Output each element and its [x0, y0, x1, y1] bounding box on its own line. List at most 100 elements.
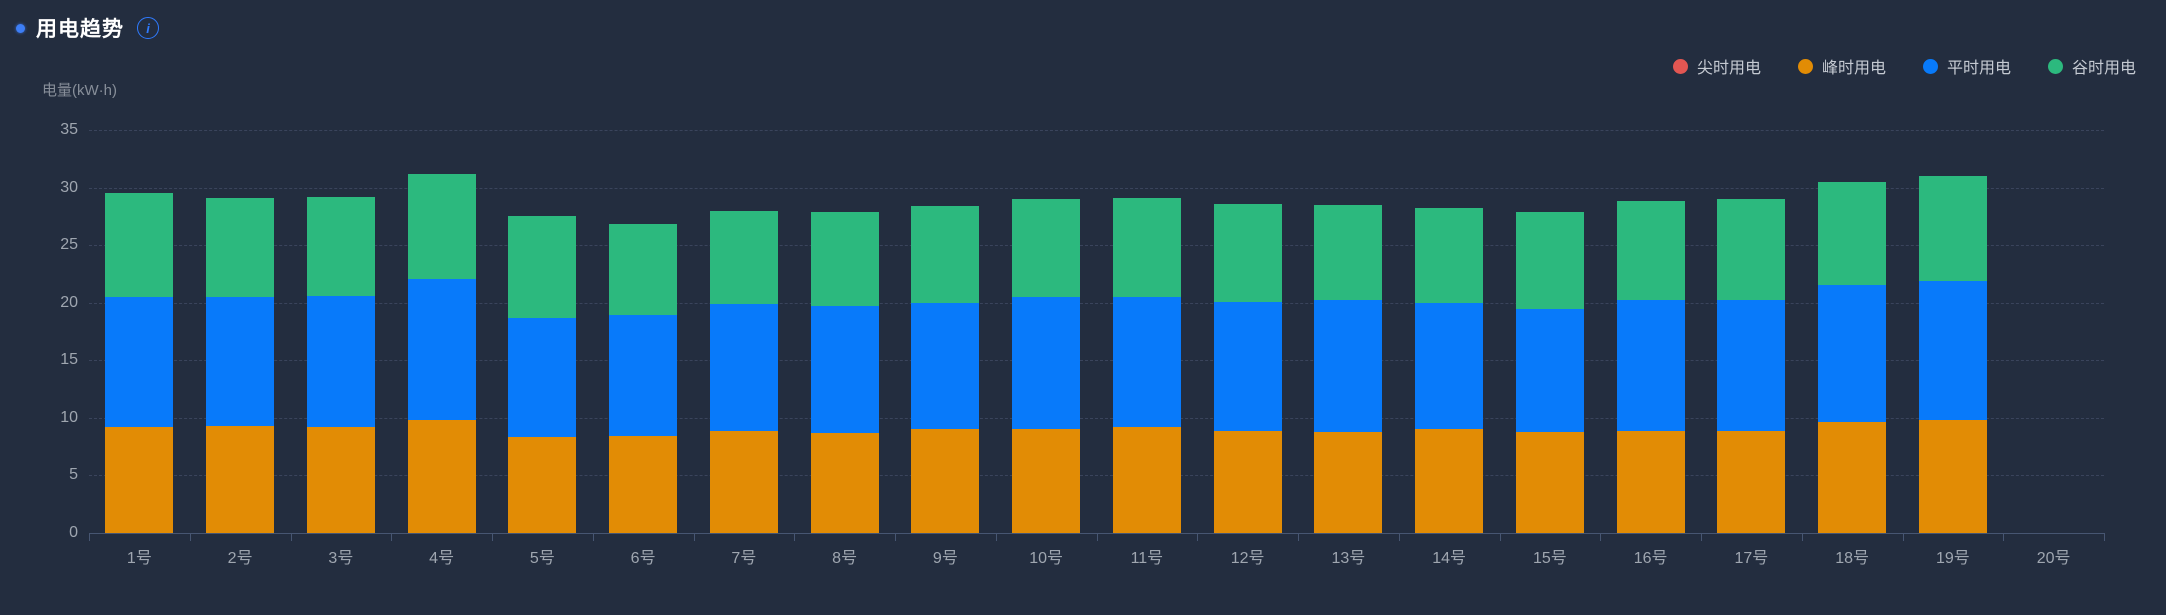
- bar-segment-谷时用电-1号[interactable]: [105, 193, 174, 297]
- bar-segment-谷时用电-14号[interactable]: [1415, 208, 1484, 303]
- bar-segment-谷时用电-16号[interactable]: [1616, 201, 1685, 301]
- bar-segment-平时用电-5号[interactable]: [508, 317, 577, 438]
- bar-segment-谷时用电-12号[interactable]: [1213, 203, 1282, 302]
- bar-stack-15号[interactable]: [1515, 211, 1584, 533]
- bar-segment-平时用电-15号[interactable]: [1515, 308, 1584, 432]
- bar-segment-平时用电-10号[interactable]: [1012, 296, 1081, 430]
- bar-segment-谷时用电-9号[interactable]: [911, 206, 980, 303]
- x-axis-tick: [1499, 533, 1501, 541]
- bar-segment-峰时用电-5号[interactable]: [508, 437, 577, 533]
- legend-label: 尖时用电: [1696, 60, 1761, 77]
- bar-segment-平时用电-13号[interactable]: [1314, 300, 1383, 432]
- bar-stack-9号[interactable]: [911, 206, 980, 533]
- x-axis-tick: [1600, 533, 1602, 541]
- bar-segment-谷时用电-10号[interactable]: [1012, 199, 1081, 297]
- bar-segment-平时用电-14号[interactable]: [1415, 302, 1484, 430]
- bar-segment-峰时用电-13号[interactable]: [1314, 431, 1383, 533]
- bar-segment-谷时用电-15号[interactable]: [1515, 211, 1584, 309]
- chart-header: 用电趋势 i: [16, 13, 159, 43]
- bar-segment-峰时用电-1号[interactable]: [105, 427, 174, 533]
- bar-stack-12号[interactable]: [1213, 203, 1282, 533]
- legend-item-峰时用电[interactable]: 峰时用电: [1797, 54, 1886, 78]
- bar-stack-3号[interactable]: [306, 196, 375, 533]
- bar-segment-峰时用电-10号[interactable]: [1012, 429, 1081, 533]
- x-tick-label-9号: 9号: [932, 550, 958, 567]
- bar-segment-峰时用电-2号[interactable]: [206, 425, 275, 533]
- bar-stack-7号[interactable]: [709, 210, 778, 533]
- x-axis-tick: [492, 533, 493, 541]
- bar-segment-峰时用电-11号[interactable]: [1112, 427, 1181, 533]
- legend-item-谷时用电[interactable]: 谷时用电: [2047, 54, 2136, 78]
- bar-segment-平时用电-4号[interactable]: [407, 278, 476, 421]
- legend-marker-icon: [1922, 58, 1938, 74]
- x-axis-tick: [391, 533, 393, 541]
- bar-segment-峰时用电-16号[interactable]: [1616, 430, 1685, 533]
- bar-segment-峰时用电-4号[interactable]: [407, 420, 476, 533]
- bar-segment-平时用电-11号[interactable]: [1112, 296, 1181, 428]
- bar-stack-10号[interactable]: [1012, 199, 1081, 533]
- bar-segment-平时用电-7号[interactable]: [709, 303, 778, 431]
- gridline-y-15: [89, 360, 2104, 362]
- bar-segment-峰时用电-17号[interactable]: [1717, 430, 1786, 533]
- bar-stack-4号[interactable]: [407, 173, 476, 533]
- bar-segment-谷时用电-18号[interactable]: [1818, 181, 1887, 286]
- bar-segment-平时用电-1号[interactable]: [105, 296, 174, 428]
- bar-stack-1号[interactable]: [105, 193, 174, 533]
- bar-segment-平时用电-6号[interactable]: [609, 315, 678, 437]
- bar-segment-谷时用电-8号[interactable]: [810, 211, 879, 307]
- x-axis-tick: [1298, 533, 1299, 541]
- bar-segment-平时用电-8号[interactable]: [810, 306, 879, 433]
- bar-segment-平时用电-19号[interactable]: [1918, 280, 1987, 421]
- bar-segment-峰时用电-14号[interactable]: [1415, 429, 1484, 533]
- bar-segment-峰时用电-3号[interactable]: [306, 427, 375, 533]
- bar-stack-11号[interactable]: [1112, 197, 1181, 533]
- bar-stack-19号[interactable]: [1918, 176, 1987, 533]
- bar-segment-峰时用电-18号[interactable]: [1818, 422, 1887, 533]
- bar-segment-峰时用电-9号[interactable]: [911, 429, 980, 533]
- bar-stack-6号[interactable]: [609, 224, 678, 533]
- bar-segment-谷时用电-7号[interactable]: [709, 210, 778, 304]
- bar-stack-8号[interactable]: [810, 211, 879, 533]
- bar-segment-谷时用电-4号[interactable]: [407, 173, 476, 279]
- bar-segment-平时用电-18号[interactable]: [1818, 285, 1887, 423]
- bar-segment-峰时用电-7号[interactable]: [709, 430, 778, 533]
- bar-segment-峰时用电-15号[interactable]: [1515, 431, 1584, 533]
- bar-segment-峰时用电-19号[interactable]: [1918, 420, 1987, 533]
- bar-stack-17号[interactable]: [1717, 199, 1786, 533]
- bar-stack-13号[interactable]: [1314, 204, 1383, 533]
- bar-segment-谷时用电-2号[interactable]: [206, 197, 275, 297]
- bar-segment-谷时用电-19号[interactable]: [1918, 176, 1987, 281]
- bar-segment-峰时用电-6号[interactable]: [609, 436, 678, 533]
- legend-item-平时用电[interactable]: 平时用电: [1922, 54, 2011, 78]
- bar-segment-谷时用电-6号[interactable]: [609, 224, 678, 316]
- bar-segment-峰时用电-12号[interactable]: [1213, 430, 1282, 533]
- bar-segment-谷时用电-13号[interactable]: [1314, 204, 1383, 301]
- bar-segment-平时用电-16号[interactable]: [1616, 300, 1685, 431]
- bar-stack-18号[interactable]: [1818, 181, 1887, 533]
- legend-marker-icon: [1797, 58, 1813, 74]
- bar-stack-2号[interactable]: [206, 197, 275, 533]
- bar-stack-14号[interactable]: [1415, 208, 1484, 533]
- bar-segment-平时用电-2号[interactable]: [206, 296, 275, 426]
- bar-segment-平时用电-17号[interactable]: [1717, 300, 1786, 431]
- x-axis-tick: [1902, 533, 1904, 541]
- bar-segment-平时用电-3号[interactable]: [306, 295, 375, 428]
- x-tick-label-10号: 10号: [1029, 550, 1064, 567]
- x-axis-tick: [1197, 533, 1199, 541]
- bar-segment-峰时用电-8号[interactable]: [810, 432, 879, 533]
- bar-stack-16号[interactable]: [1616, 201, 1685, 533]
- bar-segment-平时用电-9号[interactable]: [911, 302, 980, 430]
- info-icon[interactable]: i: [137, 17, 159, 39]
- bar-segment-平时用电-12号[interactable]: [1213, 301, 1282, 431]
- bar-segment-谷时用电-5号[interactable]: [508, 216, 577, 318]
- x-tick-label-16号: 16号: [1633, 550, 1668, 567]
- x-tick-label-18号: 18号: [1835, 550, 1870, 567]
- bar-segment-谷时用电-17号[interactable]: [1717, 199, 1786, 301]
- y-tick-label-20: 20: [60, 293, 78, 311]
- bar-segment-谷时用电-11号[interactable]: [1112, 197, 1181, 297]
- legend-item-尖时用电[interactable]: 尖时用电: [1672, 54, 1761, 78]
- y-tick-label-15: 15: [60, 351, 78, 369]
- bar-stack-5号[interactable]: [508, 216, 577, 533]
- legend-label: 平时用电: [1946, 60, 2011, 77]
- bar-segment-谷时用电-3号[interactable]: [306, 196, 375, 296]
